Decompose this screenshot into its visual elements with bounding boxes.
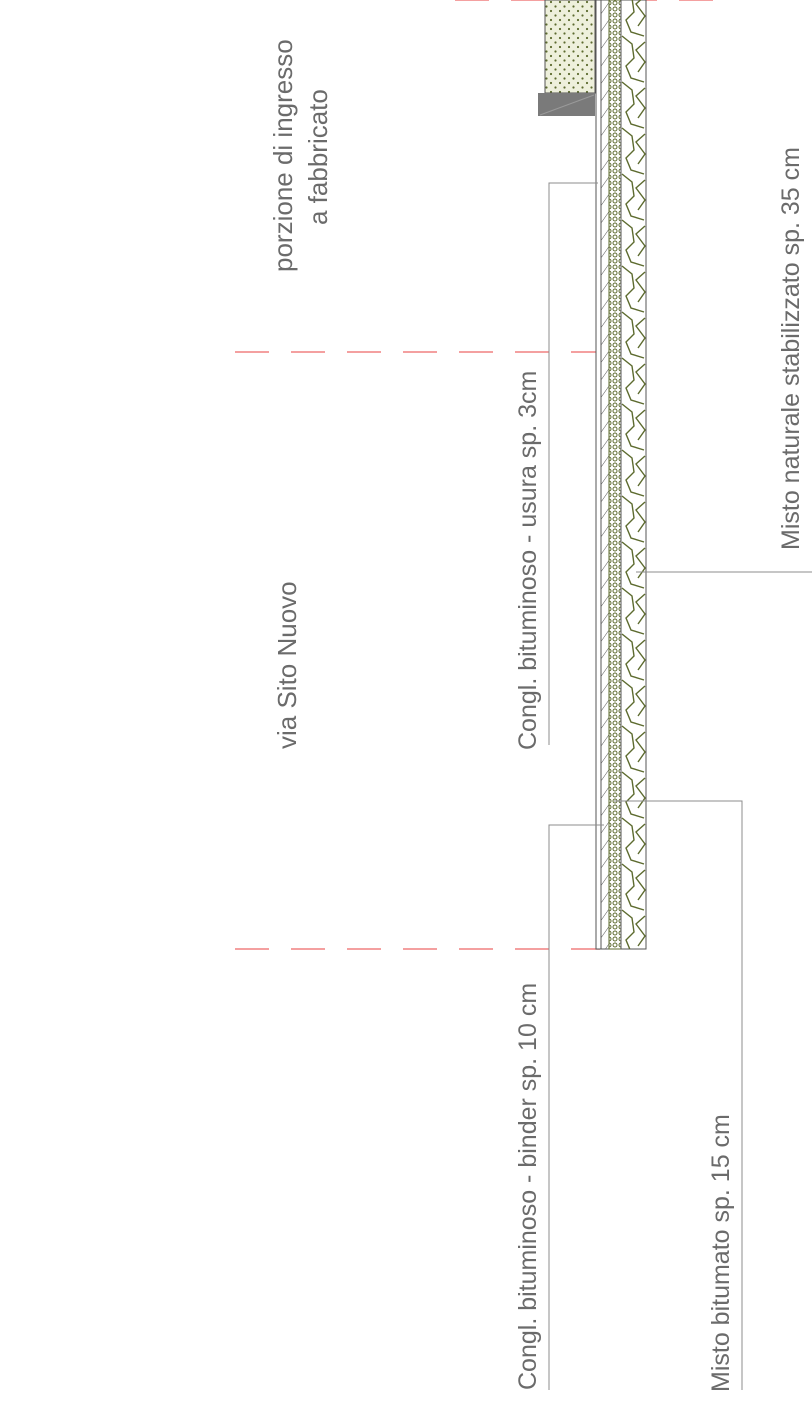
leader-base bbox=[614, 800, 743, 1390]
aggregate-stroke bbox=[621, 771, 645, 819]
layer-base-strip bbox=[608, 0, 622, 950]
aggregate-stroke bbox=[635, 777, 646, 809]
aggregate-stroke bbox=[621, 357, 645, 405]
leader-binder bbox=[548, 824, 604, 1390]
aggregate-stroke bbox=[635, 87, 646, 119]
layer-subbase-label: Misto naturale stabilizzato sp. 35 cm bbox=[777, 147, 805, 550]
curb bbox=[538, 93, 595, 116]
aggregate-stroke bbox=[621, 449, 645, 497]
aggregate-stroke bbox=[621, 173, 645, 221]
zone-entrance-label-line1: porzione di ingresso bbox=[268, 39, 298, 272]
layer-binder-strip bbox=[600, 0, 610, 950]
aggregate-stroke bbox=[621, 541, 645, 589]
layer-base-label: Misto bitumato sp. 15 cm bbox=[707, 1114, 735, 1392]
layer-wear-strip bbox=[595, 0, 602, 950]
aggregate-stroke bbox=[635, 731, 646, 763]
soil-block bbox=[544, 0, 596, 94]
aggregate-stroke bbox=[621, 679, 645, 727]
aggregate-stroke bbox=[621, 35, 645, 83]
aggregate-stroke bbox=[621, 725, 645, 773]
aggregate-stroke bbox=[635, 593, 646, 625]
zone-street-label: via Sito Nuovo bbox=[272, 581, 302, 749]
aggregate-stroke bbox=[635, 501, 646, 533]
aggregate-stroke bbox=[621, 587, 645, 635]
aggregate-stroke bbox=[621, 863, 645, 911]
aggregate-stroke bbox=[621, 311, 645, 359]
aggregate-stroke bbox=[635, 0, 646, 27]
aggregate-stroke bbox=[635, 639, 646, 671]
zone-entrance-label-line2: a fabbricato bbox=[303, 89, 333, 225]
aggregate-stroke bbox=[635, 41, 646, 73]
aggregate-stroke bbox=[635, 409, 646, 441]
zone-boundaries bbox=[235, 0, 730, 950]
aggregate-stroke bbox=[621, 817, 645, 865]
layer-wear-label: Congl. bituminoso - usura sp. 3cm bbox=[514, 371, 542, 750]
pavement-layers bbox=[595, 0, 647, 950]
aggregate-pattern bbox=[621, 0, 646, 949]
aggregate-stroke bbox=[625, 0, 645, 37]
aggregate-stroke bbox=[635, 455, 646, 487]
aggregate-stroke bbox=[621, 265, 645, 313]
aggregate-stroke bbox=[635, 869, 646, 901]
aggregate-stroke bbox=[621, 127, 645, 175]
aggregate-stroke bbox=[621, 219, 645, 267]
leader-wear bbox=[548, 182, 598, 745]
aggregate-stroke bbox=[635, 179, 646, 211]
aggregate-stroke bbox=[635, 225, 646, 257]
aggregate-stroke bbox=[635, 915, 646, 947]
aggregate-stroke bbox=[635, 823, 646, 855]
aggregate-stroke bbox=[635, 317, 646, 349]
aggregate-stroke bbox=[635, 271, 646, 303]
aggregate-stroke bbox=[621, 909, 635, 949]
aggregate-stroke bbox=[621, 403, 645, 451]
layer-binder-label: Congl. bituminoso - binder sp. 10 cm bbox=[514, 983, 542, 1390]
aggregate-stroke bbox=[621, 633, 645, 681]
aggregate-stroke bbox=[635, 547, 646, 579]
leader-lines bbox=[548, 182, 812, 1390]
aggregate-stroke bbox=[635, 363, 646, 395]
aggregate-stroke bbox=[621, 495, 645, 543]
aggregate-stroke bbox=[635, 133, 646, 165]
aggregate-stroke bbox=[621, 81, 645, 129]
aggregate-stroke bbox=[635, 685, 646, 717]
